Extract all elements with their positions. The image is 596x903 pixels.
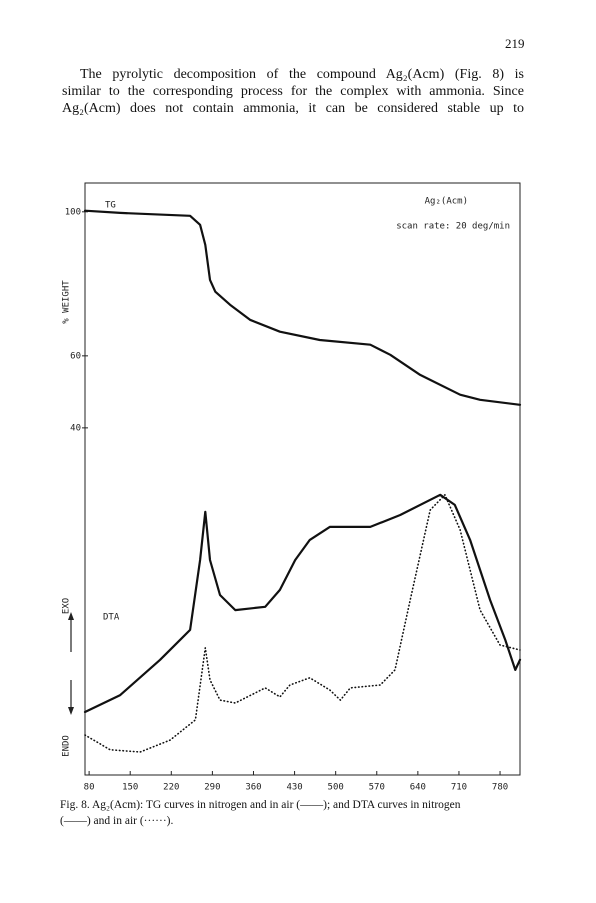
chart: 40 60 100 80 150 220 290 360 430 500 570 640 710 780 T… <box>62 182 522 793</box>
curve <box>83 209 522 406</box>
text-line: similar to the corresponding process for… <box>62 84 524 99</box>
caption-line: Fig. 8. Ag₂(Acm): TG curves in nitrogen … <box>60 799 461 811</box>
x-tick-label: 710 <box>451 783 467 793</box>
y-tick-label: 100 <box>65 207 81 217</box>
annotation: TG <box>105 201 116 211</box>
x-tick-label: 570 <box>369 783 385 793</box>
x-tick-label: 430 <box>286 783 302 793</box>
annotation: Ag₂(Acm) <box>425 197 468 207</box>
annotation: ENDO <box>62 735 72 757</box>
x-tick-label: 220 <box>163 783 179 793</box>
plot-frame <box>84 182 521 776</box>
caption: Fig. 8. Ag₂(Acm): TG curves in nitrogen … <box>60 797 540 829</box>
y-tick-label: 60 <box>70 351 81 361</box>
annotation: scan rate: 20 deg/min <box>396 222 510 232</box>
curve <box>83 493 522 714</box>
curve <box>84 494 521 753</box>
caption-line: (——) and in air (······). <box>60 815 174 827</box>
text-line: The pyrolytic decomposition of the compo… <box>80 67 524 82</box>
exo-arrow-head <box>68 612 74 620</box>
x-tick-label: 290 <box>204 783 220 793</box>
annotation: EXO <box>62 598 72 614</box>
endo-arrow-head <box>68 707 74 715</box>
x-tick-label: 780 <box>492 783 508 793</box>
paragraph: The pyrolytic decomposition of the compo… <box>62 66 524 117</box>
x-tick-label: 360 <box>245 783 261 793</box>
annotation: DTA <box>103 613 120 623</box>
y-tick-label: 40 <box>70 423 81 433</box>
x-tick-label: 80 <box>84 783 95 793</box>
text-line: Ag₂(Acm) does not contain ammonia, it ca… <box>62 101 524 116</box>
x-tick-label: 500 <box>328 783 344 793</box>
x-tick-label: 150 <box>122 783 138 793</box>
page-number: 219 <box>505 36 525 51</box>
x-tick-label: 640 <box>410 783 426 793</box>
annotation: % WEIGHT <box>62 280 72 324</box>
